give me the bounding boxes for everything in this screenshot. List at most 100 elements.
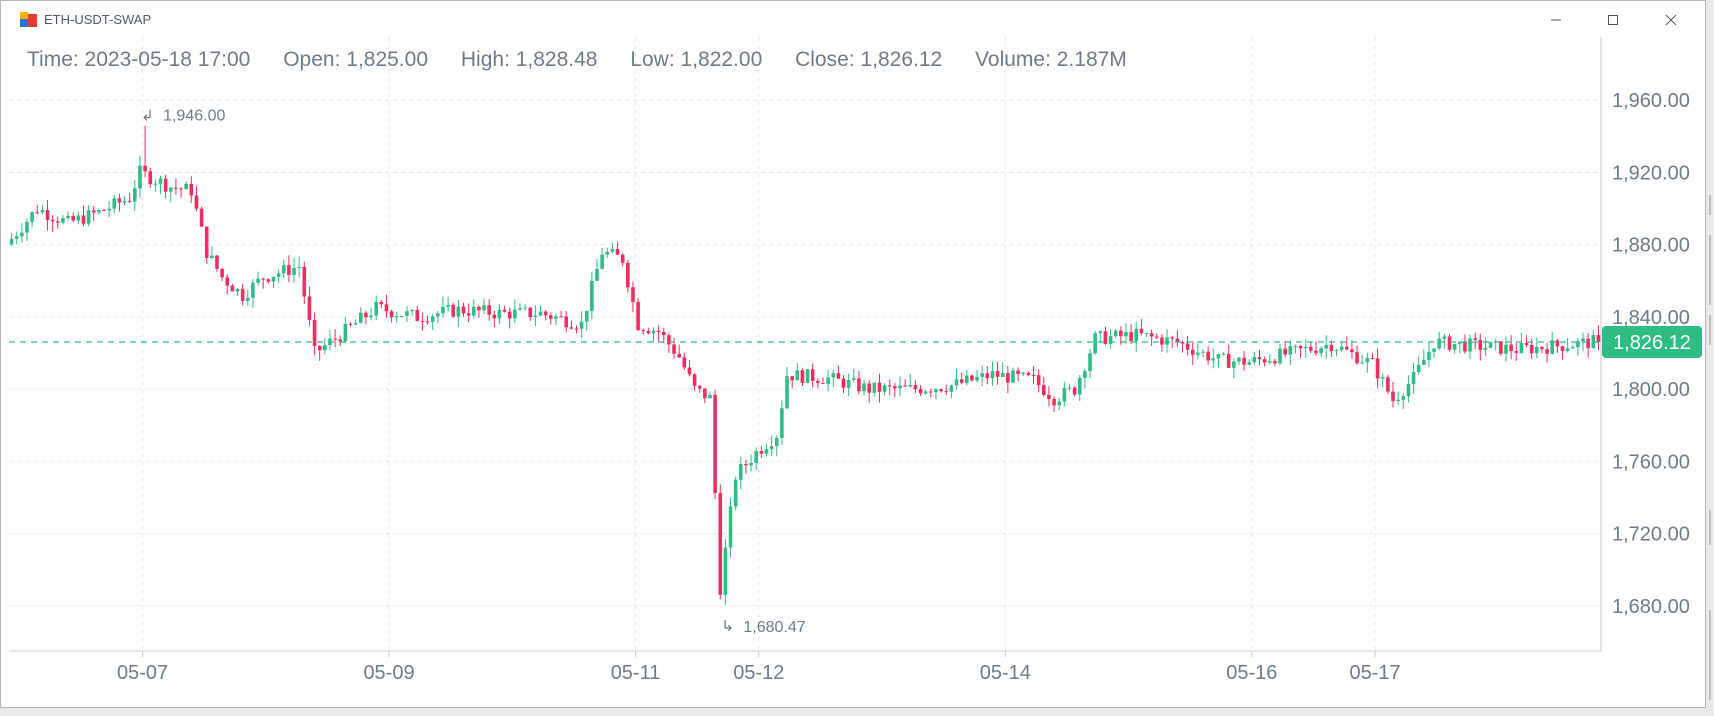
candle-body [692,374,697,386]
candle-body [1442,336,1447,339]
candle-body [605,251,610,255]
candle-body [964,375,969,383]
candle-body [1386,377,1390,392]
candle-body [723,547,728,595]
candle-body [1196,352,1200,355]
candle-body [1226,353,1231,368]
candle-body [610,249,615,252]
candle-body [595,268,599,281]
candle-body [1124,332,1128,337]
candle-body [91,210,96,213]
candle-body [112,198,117,209]
candle-body [1067,387,1072,389]
candle-body [877,382,882,392]
candle-body [1406,384,1411,397]
candle-body [384,304,389,312]
candle-body [1252,357,1257,363]
candle-body [97,209,101,213]
candle-body [600,254,604,269]
candle-body [672,344,676,354]
candle-body [436,313,440,317]
candle-body [687,367,692,375]
candle-body [1350,349,1354,353]
candle-body [1283,348,1287,355]
candle-body [795,370,800,381]
candle-body [292,267,296,275]
candle-body [215,255,219,269]
candle-body [14,236,19,239]
candle-body [1185,343,1190,350]
candle-body [1042,385,1046,395]
candle-body [708,394,712,399]
candle-body [713,394,717,494]
candle-body [1077,377,1082,395]
maximize-button[interactable] [1593,7,1633,33]
candle-body [1303,347,1308,349]
candle-body [420,320,425,322]
candle-body [482,305,486,311]
candle-body [790,376,794,381]
candle-body [230,285,235,292]
candle-body [1216,354,1221,359]
candle-body [1273,361,1277,364]
candle-body [251,282,255,298]
candle-body [816,380,820,383]
candle-body [744,464,748,466]
y-tick-label: 1,720.00 [1612,524,1690,546]
candle-body [1499,341,1503,354]
candle-body [1540,346,1544,350]
candle-body [1237,357,1241,362]
candle-body [1119,330,1123,337]
candle-body [620,254,625,263]
candle-body [1519,342,1524,353]
candle-body [297,266,301,268]
candle-body [323,345,327,351]
candle-body [471,306,476,316]
candle-body [446,305,450,307]
candle-body [102,209,106,211]
candle-body [1570,347,1575,349]
candle-body [1098,331,1103,334]
candle-body [1432,348,1436,352]
candle-body [1545,349,1549,354]
candle-body [1396,399,1400,402]
candle-body [1581,338,1585,342]
minimize-button[interactable] [1536,7,1576,33]
x-tick-label: 05-07 [117,662,168,684]
candle-body [287,265,291,275]
candle-body [410,310,414,312]
candle-body [1083,371,1087,378]
candle-body [1355,352,1359,364]
candle-body [307,296,312,320]
title-bar[interactable]: ETH-USDT-SWAP [1,1,1705,37]
candle-body [559,316,563,318]
candle-body [1113,330,1118,337]
candle-body [86,210,91,224]
candle-body [1257,357,1262,360]
legend-close: Close: 1,826.12 [795,48,943,71]
candle-body [461,306,466,314]
candle-body [441,306,445,314]
candle-body [656,330,661,332]
candle-body [1309,347,1313,351]
candle-body [893,386,897,389]
candle-body [682,357,687,368]
candle-body [1468,338,1472,352]
candle-body [1278,348,1282,364]
candle-body [990,371,995,379]
candle-body [646,331,651,334]
close-button[interactable] [1651,7,1691,33]
max-marker-arrow: ↲ [141,106,154,124]
candle-body [538,311,543,316]
candle-body [225,277,230,286]
candle-body [189,183,194,196]
candle-body [1380,377,1385,379]
x-tick-label: 05-16 [1226,662,1277,684]
candle-body [81,215,86,224]
window-title: ETH-USDT-SWAP [44,12,152,27]
candle-body [466,313,471,316]
candle-body [944,391,949,393]
candle-body [1298,345,1303,349]
candle-body [703,388,707,399]
